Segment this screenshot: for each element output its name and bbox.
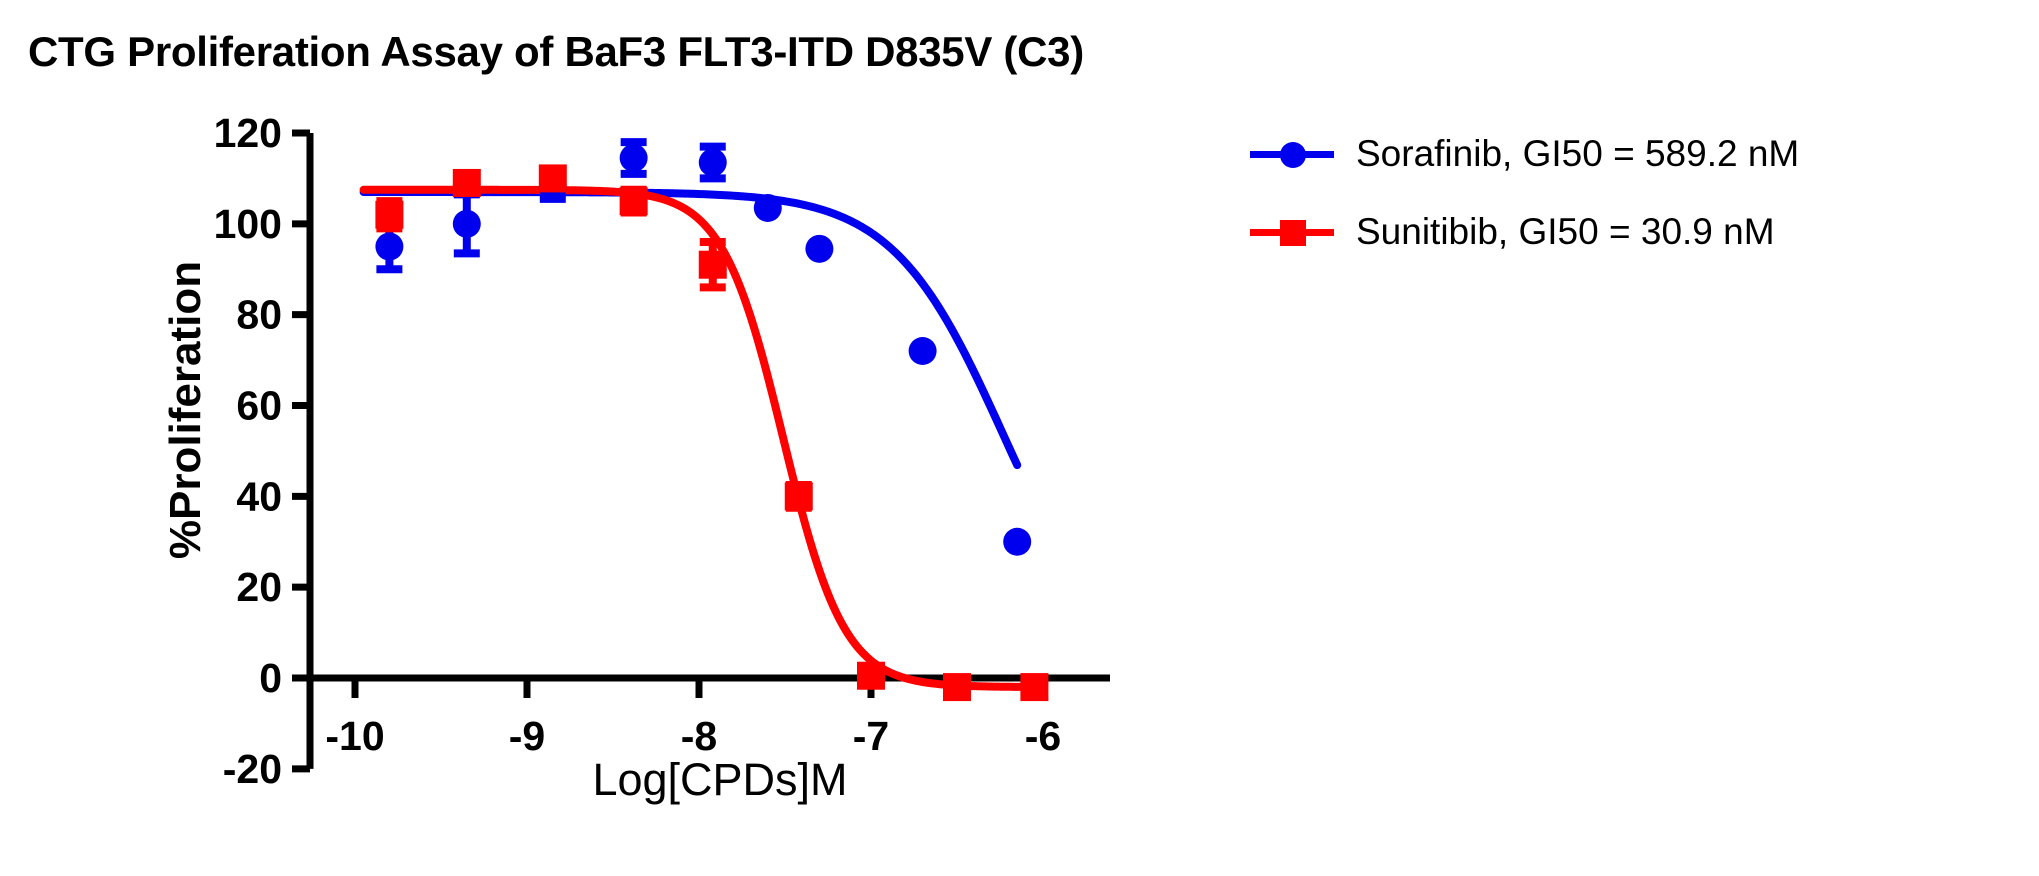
data-point-marker <box>1020 673 1049 702</box>
legend-item: Sorafinib, GI50 = 589.2 nM <box>1250 126 1799 182</box>
data-point-marker <box>619 143 648 172</box>
data-point-marker <box>908 337 937 365</box>
y-axis-title: %Proliferation <box>161 261 210 559</box>
data-point-marker <box>452 209 481 238</box>
legend-marker-square-icon <box>1280 220 1306 246</box>
x-tick-label: -8 <box>681 713 717 759</box>
data-point-marker <box>375 232 404 261</box>
data-point-marker <box>784 482 813 511</box>
legend-marker-circle-icon <box>1280 142 1306 168</box>
data-point-marker <box>1003 527 1032 556</box>
legend-item: Sunitibib, GI50 = 30.9 nM <box>1250 204 1799 260</box>
y-tick-label: 80 <box>236 292 282 338</box>
data-point-marker <box>375 200 404 229</box>
y-tick-label: 20 <box>236 564 282 610</box>
y-tick-label: 40 <box>236 473 282 519</box>
x-axis-title: Log[CPDs]M <box>592 754 847 805</box>
x-tick-label: -6 <box>1025 713 1061 759</box>
legend-key-circle-icon <box>1250 138 1334 170</box>
legend-label: Sorafinib, GI50 = 589.2 nM <box>1356 133 1800 174</box>
legend-key-square-icon <box>1250 216 1334 248</box>
legend-label: Sunitibib, GI50 = 30.9 nM <box>1356 211 1775 252</box>
data-point-marker <box>698 250 727 279</box>
data-point-marker <box>619 187 648 216</box>
y-tick-label: 60 <box>236 383 282 429</box>
y-tick-label: 120 <box>214 110 282 156</box>
y-tick-label: -20 <box>223 746 282 792</box>
x-tick-label: -9 <box>509 713 545 759</box>
data-point-marker <box>805 234 834 263</box>
data-point-marker <box>943 673 971 702</box>
data-point-marker <box>452 168 481 197</box>
data-point-marker <box>753 193 782 222</box>
data-point-marker <box>857 661 885 690</box>
y-tick-label: 0 <box>259 655 282 701</box>
page-title: CTG Proliferation Assay of BaF3 FLT3-ITD… <box>28 28 1084 75</box>
data-point-marker <box>698 148 727 177</box>
data-point-marker <box>538 164 567 193</box>
y-tick-label: 100 <box>214 201 282 247</box>
legend: Sorafinib, GI50 = 589.2 nM Sunitibib, GI5… <box>1250 126 1799 260</box>
x-tick-label: -7 <box>853 713 889 759</box>
x-tick-label: -10 <box>325 713 384 759</box>
